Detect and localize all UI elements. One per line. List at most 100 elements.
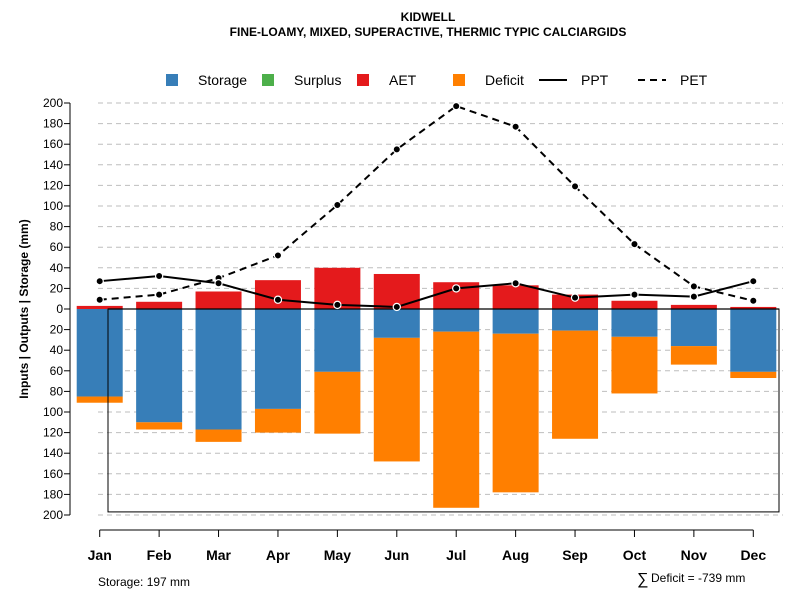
x-tick-label: Jul	[446, 547, 466, 563]
legend-swatch	[357, 74, 369, 86]
deficit-footer: Deficit = -739 mm	[651, 571, 745, 585]
storage-bar	[314, 309, 361, 372]
y-axis-label: Inputs | Outputs | Storage (mm)	[17, 219, 31, 398]
aet-bar	[730, 306, 777, 309]
y-tick-label: 200	[43, 508, 63, 522]
aet-bar	[670, 304, 717, 309]
x-tick-label: Apr	[266, 547, 291, 563]
deficit-bar	[195, 429, 242, 442]
x-tick-label: Jun	[384, 547, 409, 563]
y-tick-label: 20	[50, 323, 64, 337]
pet-point	[273, 251, 283, 260]
y-tick-label: 180	[43, 117, 63, 131]
ppt-point	[452, 284, 461, 293]
aet-bar	[611, 300, 658, 309]
ppt-point	[154, 271, 164, 281]
storage-bar	[492, 309, 539, 334]
pet-point	[392, 145, 401, 154]
deficit-bar	[136, 422, 183, 430]
legend-label: Surplus	[294, 72, 341, 88]
deficit-bar	[433, 331, 480, 508]
deficit-bar	[254, 408, 301, 433]
bars	[76, 267, 777, 508]
aet-bar	[136, 301, 183, 309]
x-tick-label: Feb	[147, 547, 172, 563]
y-tick-label: 100	[43, 199, 63, 213]
deficit-sum-icon: ∑	[637, 571, 648, 588]
pet-point	[749, 296, 758, 305]
storage-bar	[373, 309, 420, 338]
legend-swatch	[453, 74, 465, 86]
ppt-line	[99, 275, 754, 308]
pet-line	[99, 104, 754, 302]
y-tick-label: 40	[50, 343, 64, 357]
y-tick-label: 60	[50, 364, 64, 378]
ppt-point	[511, 279, 520, 288]
legend-label: Storage	[198, 72, 247, 88]
storage-bar	[730, 309, 777, 372]
storage-bar	[611, 309, 658, 337]
ppt-point	[749, 276, 758, 286]
y-axis: 2001801601401201008060402002040608010012…	[43, 96, 71, 522]
pet-point	[570, 182, 580, 191]
x-tick-label: Oct	[623, 547, 647, 563]
legend-label: AET	[389, 72, 417, 88]
deficit-bar	[76, 396, 123, 403]
x-tick-label: Dec	[740, 547, 766, 563]
x-tick-label: Mar	[206, 547, 231, 563]
pet-point	[333, 200, 342, 210]
y-tick-label: 120	[43, 426, 63, 440]
chart-title: KIDWELL	[401, 10, 456, 24]
ppt-point	[214, 279, 223, 288]
y-tick-label: 100	[43, 405, 63, 419]
pet-point	[511, 122, 520, 131]
pet-point	[154, 290, 164, 299]
y-tick-label: 60	[50, 240, 64, 254]
legend: Storage Surplus AET Deficit PPT PET	[166, 72, 708, 88]
aet-bar	[195, 291, 242, 309]
ppt-point	[95, 276, 104, 286]
ppt-point	[570, 293, 580, 302]
x-tick-label: Nov	[681, 547, 708, 563]
y-tick-label: 0	[56, 302, 63, 316]
x-tick-label: May	[324, 547, 351, 563]
storage-footer: Storage: 197 mm	[98, 575, 190, 589]
x-tick-label: Sep	[562, 547, 588, 563]
y-tick-label: 140	[43, 158, 63, 172]
deficit-bar	[611, 336, 658, 394]
storage-bar	[195, 309, 242, 430]
y-tick-label: 20	[50, 281, 64, 295]
deficit-bar	[314, 371, 361, 434]
storage-bar	[136, 309, 183, 423]
legend-swatch	[166, 74, 178, 86]
ppt-point	[689, 292, 699, 301]
y-tick-label: 200	[43, 96, 63, 110]
pet-point	[689, 282, 699, 291]
pet-point	[95, 295, 104, 304]
lines	[95, 101, 758, 312]
y-tick-label: 80	[50, 384, 64, 398]
y-tick-label: 140	[43, 446, 63, 460]
legend-swatch	[262, 74, 274, 86]
x-axis: Jan Feb Mar Apr May Jun Jul Aug Sep Oct Nov Dec	[88, 529, 766, 563]
legend-label: PET	[680, 72, 708, 88]
x-tick-label: Jan	[88, 547, 112, 563]
storage-bar	[76, 309, 123, 397]
storage-bar	[433, 309, 480, 332]
y-tick-label: 180	[43, 487, 63, 501]
y-tick-label: 120	[43, 178, 63, 192]
pet-point	[630, 239, 639, 249]
deficit-bar	[552, 330, 599, 439]
legend-label: Deficit	[485, 72, 524, 88]
aet-bar	[492, 285, 539, 309]
ppt-point	[333, 300, 342, 310]
y-tick-label: 160	[43, 137, 63, 151]
ppt-point	[392, 302, 401, 312]
storage-bar	[670, 309, 717, 347]
ppt-point	[630, 290, 639, 299]
deficit-bar	[670, 346, 717, 365]
y-tick-label: 160	[43, 467, 63, 481]
aet-bar	[76, 305, 123, 309]
plot-frame	[107, 308, 780, 513]
